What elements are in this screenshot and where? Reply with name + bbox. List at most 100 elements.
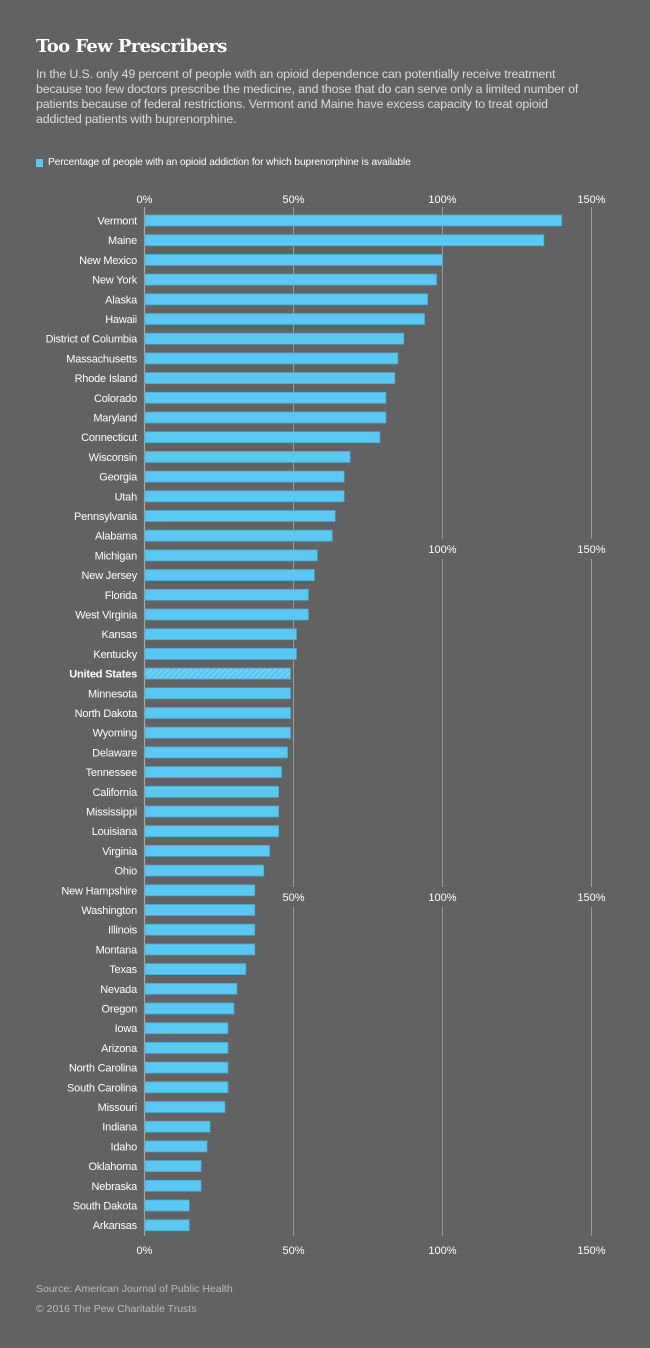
category-label: Michigan (95, 550, 138, 562)
category-label: Rhode Island (75, 373, 138, 385)
category-label: Texas (109, 964, 137, 976)
bar (144, 510, 336, 522)
category-label: New Hampshire (61, 885, 137, 897)
x-tick-label: 150% (577, 194, 605, 206)
bar-highlight (144, 667, 291, 680)
bar (144, 864, 265, 877)
category-label: New Mexico (79, 255, 137, 267)
category-labels: Vermont Maine New Mexico New York Alaska Hawa… (46, 216, 139, 1233)
bar (144, 746, 288, 759)
category-label: New Jersey (82, 570, 138, 582)
category-label: Washington (81, 905, 137, 917)
category-label: Wisconsin (89, 452, 137, 464)
bar (144, 450, 351, 463)
x-tick-label: 50% (282, 1245, 304, 1257)
legend-swatch (36, 158, 43, 167)
axis-ticks: 0% 50% 100% 150% 100% 150% 50% 100% 150% 0% 50% 100… (137, 194, 606, 1257)
bar (144, 1042, 229, 1054)
category-label: Ohio (115, 866, 138, 878)
bar (144, 845, 271, 857)
category-label: Connecticut (81, 432, 137, 444)
category-label: Utah (115, 491, 138, 503)
category-label: Tennessee (86, 767, 137, 779)
bar (144, 529, 333, 542)
bar (144, 470, 345, 483)
bar (144, 923, 256, 936)
bar (144, 1022, 229, 1035)
category-label: Arkansas (93, 1220, 138, 1232)
category-label: Arizona (101, 1043, 138, 1055)
bar (144, 391, 387, 404)
category-label: Georgia (99, 472, 138, 484)
bar (144, 372, 396, 385)
bar (144, 569, 315, 581)
category-label: Pennsylvania (74, 511, 138, 523)
x-tick-label: 0% (137, 194, 153, 206)
category-label: Minnesota (88, 688, 138, 700)
category-label: Iowa (115, 1023, 139, 1035)
copyright-note: © 2016 The Pew Charitable Trusts (36, 1303, 197, 1315)
category-label: Maine (108, 235, 137, 247)
bar (144, 726, 291, 739)
category-label: New York (92, 275, 138, 287)
bar (144, 982, 238, 995)
x-tick-label: 0% (137, 1245, 153, 1257)
bar (144, 234, 545, 247)
bar (144, 805, 280, 818)
category-label: Vermont (97, 216, 137, 228)
category-label: Hawaii (105, 314, 137, 326)
bar (144, 1120, 211, 1133)
bar (144, 687, 291, 700)
bar (144, 431, 381, 444)
bar (144, 707, 291, 719)
category-label: Montana (96, 944, 138, 956)
category-label: Massachusetts (66, 353, 137, 365)
x-tick-label: 50% (282, 194, 304, 206)
category-label: South Carolina (67, 1082, 138, 1094)
chart-title: Too Few Prescribers (36, 36, 227, 57)
bar (144, 490, 345, 503)
bar (144, 549, 318, 562)
category-label: Colorado (94, 393, 137, 405)
x-tick-label: 100% (428, 544, 456, 556)
bar (144, 214, 563, 227)
bar (144, 313, 426, 325)
category-label: Indiana (102, 1122, 138, 1134)
bar (144, 352, 399, 365)
bar (144, 825, 280, 838)
bar (144, 293, 429, 306)
source-note: Source: American Journal of Public Healt… (36, 1283, 233, 1295)
bar (144, 253, 443, 266)
bar (144, 1179, 202, 1192)
category-label: Kansas (102, 629, 138, 641)
category-label: West Virginia (75, 610, 138, 622)
bar (144, 608, 309, 621)
category-label: Alaska (105, 294, 138, 306)
category-label: Alabama (95, 531, 138, 543)
category-label: Louisiana (92, 826, 138, 838)
bar (144, 963, 247, 975)
bar (144, 785, 280, 798)
category-label: Oregon (102, 1004, 138, 1016)
chart-subtitle: In the U.S. only 49 percent of people wi… (36, 67, 579, 126)
x-tick-label: 150% (577, 1245, 605, 1257)
bar (144, 766, 282, 778)
bar (144, 588, 309, 601)
bar (144, 1219, 190, 1232)
category-label: Missouri (98, 1102, 137, 1114)
bar (144, 1140, 208, 1153)
category-label: Oklahoma (88, 1161, 138, 1173)
category-label: Illinois (108, 925, 138, 937)
category-label: North Dakota (75, 708, 138, 720)
category-label: District of Columbia (46, 334, 138, 346)
category-label: North Carolina (69, 1063, 138, 1075)
category-label: Maryland (93, 413, 137, 425)
category-label: Delaware (92, 747, 137, 759)
legend-label: Percentage of people with an opioid addi… (48, 157, 411, 168)
category-label: Mississippi (86, 807, 137, 819)
bar (144, 1081, 229, 1094)
category-label: California (93, 787, 139, 799)
bars (144, 214, 563, 1232)
category-label: Wyoming (93, 728, 137, 740)
